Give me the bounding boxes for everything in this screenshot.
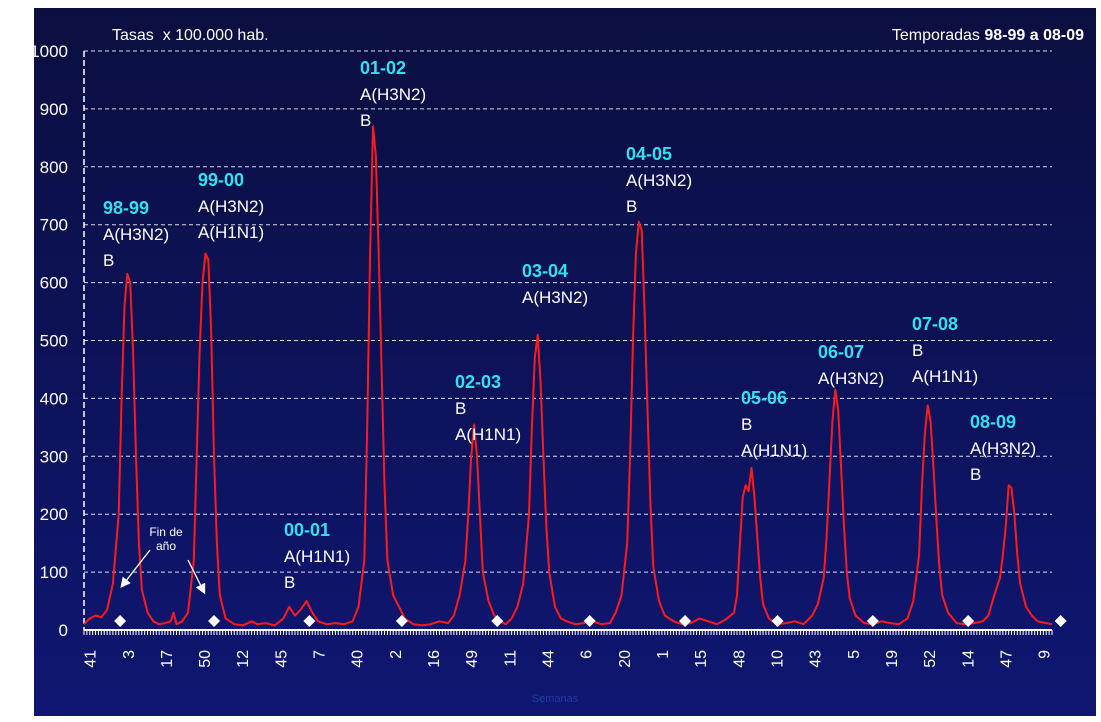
year-end-marker: [491, 615, 504, 628]
x-tick-label: 2: [388, 650, 405, 659]
season-strain: B: [970, 465, 981, 484]
y-tick-label: 300: [40, 447, 68, 466]
y-tick-label: 100: [40, 563, 68, 582]
x-tick-label: 5: [846, 650, 863, 659]
y-tick-label: 500: [40, 332, 68, 351]
year-end-marker: [1054, 615, 1067, 628]
season-strain: A(H1N1): [455, 425, 521, 444]
season-strain: A(H3N2): [360, 85, 426, 104]
year-end-marker: [583, 615, 596, 628]
x-tick-label: 14: [960, 650, 977, 668]
season-strain: A(H3N2): [818, 369, 884, 388]
season-strain: A(H1N1): [198, 223, 264, 242]
season-strain: B: [912, 341, 923, 360]
gridlines: [84, 50, 1052, 573]
x-tick-label: 47: [998, 650, 1015, 668]
y-tick-label: 600: [40, 274, 68, 293]
y-tick-label: 800: [40, 158, 68, 177]
x-tick-label: 10: [769, 650, 786, 668]
season-label: 06-07: [818, 342, 864, 362]
x-tick-label: 17: [159, 650, 176, 668]
season-strain: A(H1N1): [741, 441, 807, 460]
fin-de-ano-line: año: [156, 539, 176, 553]
x-tick-label: 11: [502, 650, 519, 667]
season-strain: A(H1N1): [912, 367, 978, 386]
year-end-marker: [208, 615, 221, 628]
year-end-marker: [771, 615, 784, 628]
y-tick-label: 900: [40, 100, 68, 119]
y-tick-label: 1000: [30, 42, 68, 61]
season-label: 99-00: [198, 170, 244, 190]
year-end-marker: [679, 615, 692, 628]
fin-de-ano-arrow-right: [187, 559, 206, 595]
x-tick-label: 6: [579, 650, 596, 659]
fin-de-ano-label: Fin de año: [149, 525, 183, 553]
x-tick-label: 45: [273, 650, 290, 668]
x-tick-label: 44: [541, 650, 558, 668]
season-strain: A(H1N1): [284, 547, 350, 566]
x-tick-label: 19: [884, 650, 901, 668]
year-end-marker: [114, 615, 127, 628]
chart-title-right-prefix: Temporadas: [892, 27, 985, 44]
season-strain: B: [103, 251, 114, 270]
season-strain: A(H3N2): [103, 225, 169, 244]
x-tick-label: 7: [312, 650, 329, 659]
season-label: 03-04: [522, 261, 568, 281]
year-end-marker: [303, 615, 316, 628]
year-end-marker: [866, 615, 879, 628]
x-tick-label: 3: [121, 650, 138, 659]
season-annotations: 98-99 A(H3N2) B 99-00 A(H3N2) A(H1N1) 00-01 A(H…: [103, 58, 1036, 592]
season-strain: B: [626, 197, 637, 216]
season-strain: B: [455, 399, 466, 418]
fin-de-ano-arrow-left: [120, 549, 151, 589]
fin-de-ano-annotation: Fin de año: [120, 525, 206, 595]
y-tick-label: 0: [59, 621, 68, 640]
y-tick-label: 400: [40, 389, 68, 408]
chart-title-left: Tasas x 100.000 hab.: [112, 27, 269, 44]
season-strain: B: [741, 415, 752, 434]
x-tick-label: 48: [731, 650, 748, 668]
season-strain: A(H3N2): [522, 288, 588, 307]
season-label: 05-06: [741, 388, 787, 408]
x-tick-label: 16: [426, 650, 443, 668]
year-end-markers: [114, 615, 1067, 628]
season-strain: B: [360, 111, 371, 130]
x-tick-label: 41: [83, 650, 100, 668]
fin-de-ano-line: Fin de: [149, 525, 183, 539]
x-tick-label: 52: [922, 650, 939, 668]
y-axis: 0 100 200 300 400 500 600 700 800 900 1000: [30, 42, 85, 640]
season-strain: A(H3N2): [198, 197, 264, 216]
season-label: 07-08: [912, 314, 958, 334]
x-axis: 41 3 17 50 12 45 7 40 2 16 49 11 44 6 20 1 15 48 10 43 5 19 52…: [83, 629, 1054, 668]
x-axis-title: Semanas: [532, 693, 579, 705]
season-label: 01-02: [360, 58, 406, 78]
series-line: [83, 125, 1053, 627]
season-strain: A(H3N2): [626, 171, 692, 190]
x-tick-label: 40: [350, 650, 367, 668]
season-strain: B: [284, 573, 295, 592]
y-tick-label: 700: [40, 216, 68, 235]
chart-title-right-bold: 98-99 a 08-09: [984, 27, 1084, 44]
season-label: 08-09: [970, 412, 1016, 432]
series-lines: [83, 125, 1053, 627]
x-tick-label: 15: [693, 650, 710, 668]
y-tick-label: 200: [40, 505, 68, 524]
chart-title-right: Temporadas 98-99 a 08-09: [892, 27, 1084, 44]
x-tick-label: 12: [235, 650, 252, 668]
x-tick-label: 49: [464, 650, 481, 668]
year-end-marker: [395, 615, 408, 628]
season-strain: A(H3N2): [970, 439, 1036, 458]
season-label: 00-01: [284, 520, 330, 540]
chart-background: [34, 8, 1096, 716]
year-end-marker: [962, 615, 975, 628]
season-label: 02-03: [455, 372, 501, 392]
x-tick-label: 9: [1037, 650, 1054, 659]
x-tick-label: 1: [655, 650, 672, 659]
x-tick-label: 20: [617, 650, 634, 668]
season-label: 98-99: [103, 198, 149, 218]
season-label: 04-05: [626, 144, 672, 164]
x-tick-label: 50: [197, 650, 214, 668]
x-tick-label: 43: [808, 650, 825, 668]
